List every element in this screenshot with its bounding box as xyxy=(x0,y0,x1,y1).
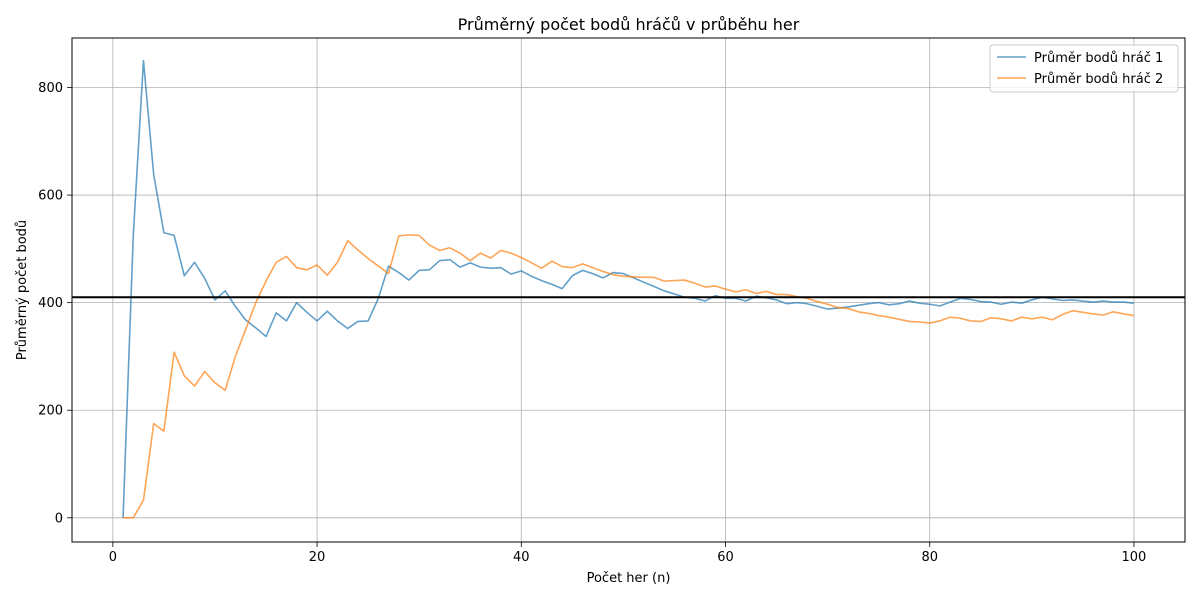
y-axis: 0 200 400 600 800 xyxy=(38,81,72,526)
x-tick-label: 20 xyxy=(309,550,326,565)
y-tick-label: 400 xyxy=(38,296,63,311)
series-line-player-1 xyxy=(122,59,1135,518)
x-tick-label: 60 xyxy=(717,550,734,565)
x-tick-label: 40 xyxy=(513,550,530,565)
legend-label-player-2: Průměr bodů hráč 2 xyxy=(1034,72,1163,87)
y-tick-label: 200 xyxy=(38,404,63,419)
y-tick-label: 600 xyxy=(38,189,63,204)
plot-frame xyxy=(71,37,1186,543)
x-tick-label: 0 xyxy=(109,550,117,565)
x-axis: 0 20 40 60 80 100 xyxy=(109,542,1147,565)
plot-lines xyxy=(122,59,1135,519)
x-axis-label: Počet her (n) xyxy=(587,571,671,586)
y-axis-label: Průměrný počet bodů xyxy=(15,220,30,360)
legend-label-player-1: Průměr bodů hráč 1 xyxy=(1034,51,1163,66)
y-tick-label: 0 xyxy=(55,511,63,526)
x-tick-label: 80 xyxy=(921,550,938,565)
series-line-player-2 xyxy=(123,234,1135,519)
y-tick-label: 800 xyxy=(38,81,63,96)
legend: Průměr bodů hráč 1 Průměr bodů hráč 2 xyxy=(989,44,1179,93)
chart-title: Průměrný počet bodů hráčů v průběhu her xyxy=(458,15,800,34)
x-tick-label: 100 xyxy=(1122,550,1147,565)
legend-box xyxy=(989,44,1179,93)
